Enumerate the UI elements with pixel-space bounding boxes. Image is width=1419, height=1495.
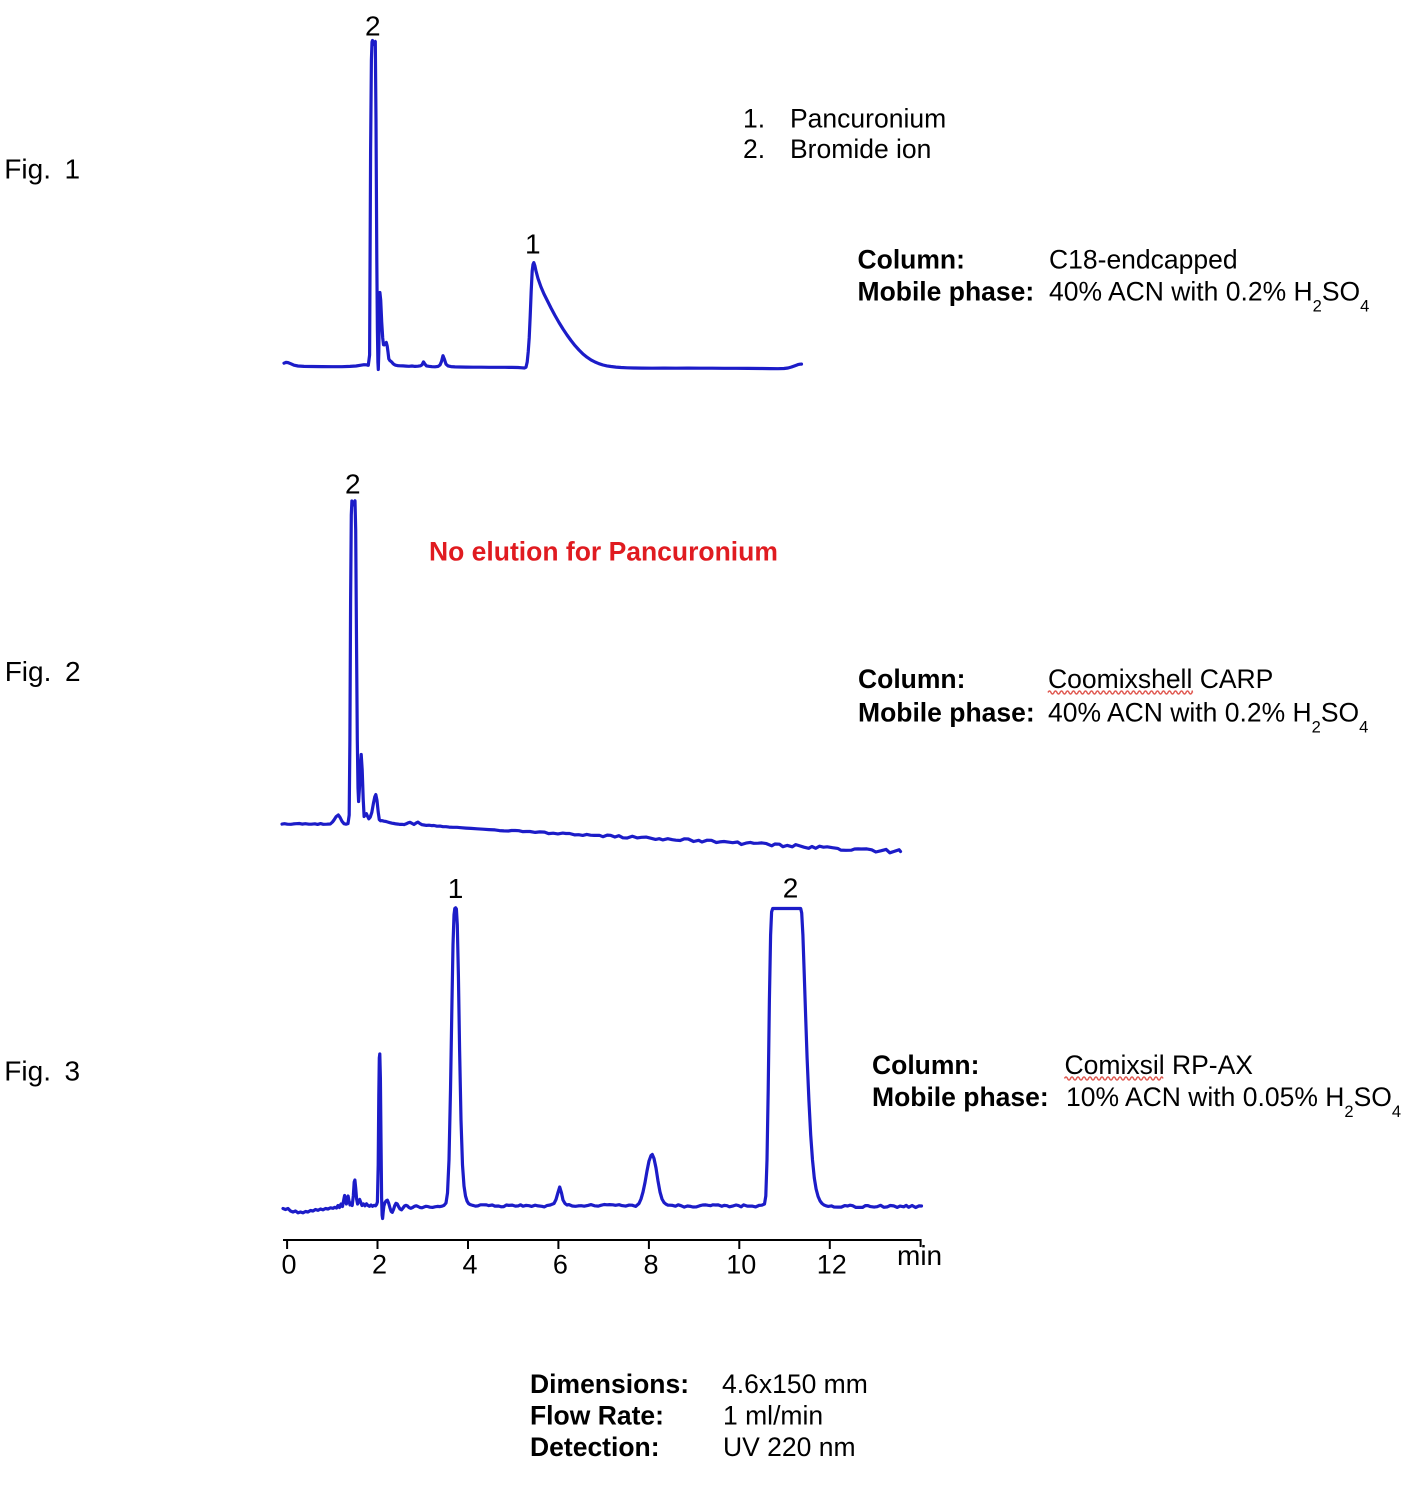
svg-text:10: 10 — [726, 1250, 756, 1280]
svg-text:1: 1 — [448, 873, 464, 904]
svg-text:2: 2 — [372, 1250, 387, 1280]
svg-text:Bromide ion: Bromide ion — [790, 134, 931, 164]
svg-text:Comixsil RP-AX: Comixsil RP-AX — [1065, 1050, 1254, 1080]
svg-text:Flow Rate:: Flow Rate: — [530, 1401, 664, 1431]
svg-text:12: 12 — [817, 1250, 847, 1280]
svg-text:6: 6 — [553, 1250, 568, 1280]
svg-text:UV 220 nm: UV 220 nm — [723, 1432, 856, 1462]
svg-text:Mobile phase:: Mobile phase: — [858, 698, 1035, 728]
svg-text:Detection:: Detection: — [530, 1432, 660, 1462]
svg-text:Column:: Column: — [872, 1050, 979, 1080]
svg-text:Fig.: Fig. — [4, 1055, 51, 1086]
svg-text:min: min — [897, 1240, 942, 1271]
svg-text:2: 2 — [365, 10, 381, 41]
svg-text:2: 2 — [65, 656, 81, 687]
svg-text:8: 8 — [643, 1250, 658, 1280]
svg-text:2.: 2. — [743, 134, 765, 164]
svg-text:Fig.: Fig. — [4, 154, 51, 185]
svg-text:Dimensions:: Dimensions: — [530, 1369, 689, 1399]
svg-text:1: 1 — [525, 228, 541, 259]
svg-text:Column:: Column: — [858, 244, 965, 274]
svg-text:C18-endcapped: C18-endcapped — [1049, 244, 1238, 274]
svg-text:Column:: Column: — [858, 664, 965, 694]
svg-text:1.: 1. — [743, 104, 765, 134]
svg-text:Pancuronium: Pancuronium — [790, 104, 946, 134]
svg-text:Mobile phase:: Mobile phase: — [872, 1082, 1049, 1112]
svg-text:4: 4 — [462, 1250, 477, 1280]
svg-text:Coomixshell CARP: Coomixshell CARP — [1048, 664, 1273, 694]
svg-text:1: 1 — [65, 154, 81, 185]
svg-text:Mobile phase:: Mobile phase: — [858, 277, 1035, 307]
svg-text:2: 2 — [345, 469, 361, 500]
svg-text:0: 0 — [281, 1250, 296, 1280]
svg-text:4.6x150 mm: 4.6x150 mm — [722, 1369, 868, 1399]
svg-text:No elution for Pancuronium: No elution for Pancuronium — [429, 536, 778, 566]
svg-text:2: 2 — [783, 873, 799, 904]
svg-text:Fig.: Fig. — [5, 656, 52, 687]
svg-text:3: 3 — [65, 1055, 81, 1086]
svg-text:1 ml/min: 1 ml/min — [723, 1401, 823, 1431]
